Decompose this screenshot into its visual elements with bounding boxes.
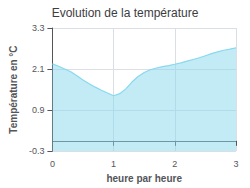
svg-text:3: 3: [233, 159, 238, 169]
svg-text:Température en °C: Température en °C: [8, 45, 19, 133]
svg-text:2: 2: [172, 159, 177, 169]
svg-text:0.9: 0.9: [32, 105, 45, 115]
svg-text:0: 0: [50, 159, 55, 169]
svg-text:3.3: 3.3: [32, 23, 45, 33]
svg-text:Evolution de la température: Evolution de la température: [52, 6, 199, 20]
svg-text:-0.3: -0.3: [29, 146, 45, 156]
svg-text:heure par heure: heure par heure: [106, 173, 182, 184]
svg-text:2.1: 2.1: [32, 64, 45, 74]
svg-text:1: 1: [111, 159, 116, 169]
